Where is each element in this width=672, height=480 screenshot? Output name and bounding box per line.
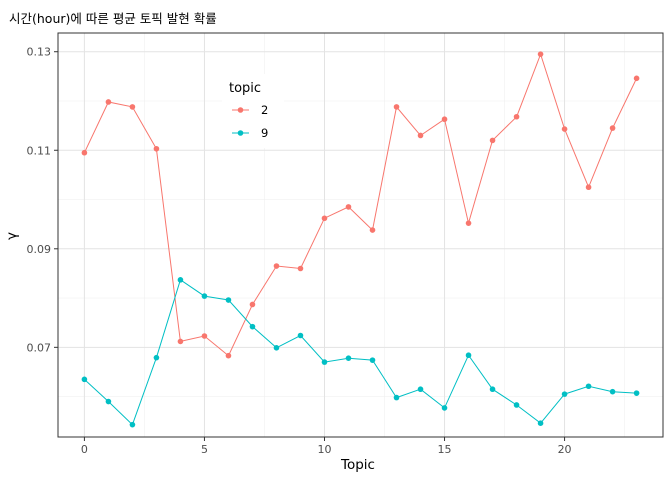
- series-2-point-15: [441, 116, 448, 123]
- series-2-point-10: [321, 215, 328, 222]
- y-tick-label-2: 0.11: [27, 144, 52, 157]
- series-9-point-20: [561, 391, 568, 397]
- series-9-point-4: [177, 277, 184, 283]
- series-9-point-13: [393, 394, 400, 401]
- series-2-point-22: [609, 125, 616, 131]
- series-2-point-3: [153, 145, 160, 152]
- grid-major: [58, 33, 663, 437]
- series-2-point-7: [249, 301, 256, 308]
- series-2-point-2: [129, 104, 136, 110]
- series-9-point-3: [153, 354, 160, 361]
- series-9-point-16: [465, 352, 472, 359]
- series-2-point-14: [417, 132, 424, 139]
- legend-key-point-9: [237, 130, 244, 136]
- series-2-point-23: [633, 75, 640, 82]
- series-2-point-12: [369, 227, 376, 233]
- series-2-line: [83, 52, 638, 357]
- series-9-point-9: [297, 332, 304, 339]
- series-9-point-8: [273, 345, 280, 351]
- series-9-point-21: [585, 383, 592, 390]
- series-9-line: [84, 279, 637, 426]
- series-9-point-2: [129, 421, 136, 428]
- series-points: [81, 51, 640, 428]
- series-2-point-5: [201, 333, 208, 339]
- legend-title: topic: [229, 81, 261, 96]
- series-9-point-14: [417, 386, 424, 393]
- series-9-point-15: [441, 405, 448, 411]
- legend-label-2: 2: [261, 103, 268, 117]
- series-2-point-17: [489, 137, 496, 144]
- x-tick-label-2: 10: [317, 443, 331, 456]
- series-2-point-19: [537, 51, 544, 57]
- legend: topic 29: [222, 74, 284, 148]
- x-tick-label-3: 15: [438, 443, 452, 456]
- grid-minor: [58, 33, 663, 437]
- series-9-point-18: [513, 402, 520, 408]
- series-2-point-11: [345, 204, 352, 210]
- series-2-point-21: [585, 184, 592, 191]
- series-9-point-19: [537, 420, 544, 427]
- series-9-point-1: [105, 398, 112, 405]
- legend-items: 29: [232, 103, 268, 140]
- series-2-point-18: [513, 113, 520, 120]
- legend-key-point-2: [237, 107, 244, 113]
- y-axis: 0.07 0.09 0.11 0.13: [27, 46, 58, 354]
- series-9-point-10: [321, 359, 328, 365]
- y-axis-title: γ: [4, 232, 20, 240]
- series-9-point-5: [201, 293, 208, 299]
- x-tick-label-1: 5: [201, 443, 208, 456]
- series-9-point-7: [249, 323, 256, 330]
- x-axis-title: Topic: [340, 457, 375, 473]
- series-9-point-17: [489, 386, 496, 393]
- series-2-point-9: [297, 265, 304, 272]
- series-9-point-11: [345, 355, 352, 361]
- legend-background: [222, 74, 284, 148]
- legend-label-9: 9: [261, 126, 268, 140]
- series-2-point-6: [225, 352, 232, 359]
- y-tick-label-0: 0.07: [27, 341, 52, 354]
- series-lines: [83, 52, 638, 426]
- x-tick-label-0: 0: [81, 443, 88, 456]
- x-axis: 0 5 10 15 20: [81, 437, 572, 456]
- series-2-point-20: [561, 126, 568, 132]
- series-9-point-12: [369, 357, 376, 363]
- series-9-point-0: [81, 376, 88, 383]
- series-9-point-23: [633, 390, 640, 396]
- panel-border: [57, 32, 664, 438]
- chart-title: 시간(hour)에 따른 평균 토픽 발현 확률: [9, 11, 217, 26]
- series-2-point-0: [81, 149, 88, 156]
- y-tick-label-1: 0.09: [27, 243, 52, 256]
- x-tick-label-4: 20: [558, 443, 572, 456]
- series-2-point-8: [273, 263, 280, 269]
- y-tick-label-3: 0.13: [27, 46, 52, 59]
- series-9-point-6: [225, 297, 232, 303]
- series-9-point-22: [609, 388, 616, 395]
- series-2-point-4: [177, 338, 184, 345]
- series-2-point-16: [465, 220, 472, 226]
- series-2-point-13: [393, 104, 400, 110]
- series-2-point-1: [105, 99, 112, 105]
